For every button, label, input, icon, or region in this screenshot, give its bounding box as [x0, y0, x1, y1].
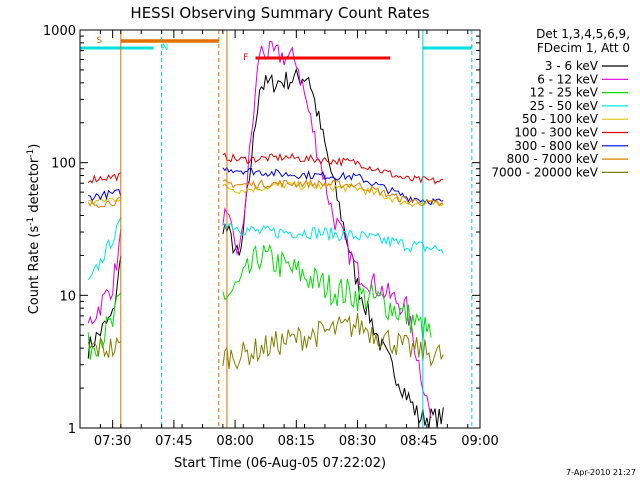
legend-entry-label: 300 - 800 keV: [514, 139, 598, 153]
legend-entry-label: 800 - 7000 keV: [507, 152, 599, 166]
legend-entry-label: 6 - 12 keV: [537, 72, 599, 86]
y-tick-label: 10: [59, 289, 76, 304]
chart-title: HESSI Observing Summary Count Rates: [130, 4, 429, 22]
x-tick-label: 08:15: [278, 434, 315, 449]
series-line: [88, 189, 122, 202]
series-line: [87, 172, 122, 184]
y-tick-label: 1000: [43, 24, 76, 39]
x-axis-label: Start Time (06-Aug-05 07:22:02): [174, 456, 386, 471]
legend-entry-label: 50 - 100 keV: [522, 112, 599, 126]
legend: Det 1,3,4,5,6,9, FDecim 1, Att 0 3 - 6 k…: [491, 27, 630, 179]
x-tick-label: 08:30: [339, 434, 376, 449]
x-axis: 07:30 07:45 08:00 08:15 08:30 08:45 09:00: [79, 30, 499, 449]
legend-header-line-2: FDecim 1, Att 0: [537, 41, 630, 55]
flag-label: F: [243, 53, 248, 63]
x-tick-label: 09:00: [461, 434, 498, 449]
legend-entry-label: 7000 - 20000 keV: [491, 165, 598, 179]
y-axis-label-sup-2: -1: [26, 149, 36, 158]
series-line: [87, 336, 122, 358]
flag-label: N: [162, 43, 169, 53]
legend-entry-label: 3 - 6 keV: [545, 59, 599, 73]
series-line: [222, 222, 444, 254]
legend-entry-label: 25 - 50 keV: [530, 99, 599, 113]
y-axis-label-part-3: ): [27, 144, 42, 149]
series-line: [222, 179, 444, 208]
series-line: [222, 166, 444, 206]
legend-header-line-1: Det 1,3,4,5,6,9,: [536, 27, 630, 41]
y-tick-label: 1: [68, 422, 76, 437]
series-line: [87, 216, 122, 281]
y-axis-label-sup-1: -1: [26, 217, 36, 226]
y-axis-label-part-2: detector: [27, 157, 42, 217]
y-axis-label: Count Rate (s-1 detector-1): [26, 144, 42, 315]
series-line: [222, 67, 444, 429]
legend-entry-label: 100 - 300 keV: [514, 126, 598, 140]
flag-label: S: [96, 36, 102, 46]
footer-date: 7-Apr-2010 21:27: [566, 468, 636, 477]
y-tick-label: 100: [51, 157, 76, 172]
series-line: [87, 196, 121, 208]
series-line: [222, 313, 444, 370]
series-line: [222, 40, 432, 419]
legend-entry-label: 12 - 25 keV: [530, 86, 599, 100]
plot-flags: S N F: [80, 30, 473, 428]
series-line: [87, 229, 122, 325]
series-line: [222, 179, 444, 207]
x-tick-label: 08:45: [400, 434, 437, 449]
x-tick-label: 07:45: [155, 434, 192, 449]
series-line: [222, 152, 444, 185]
y-axis: 1 10 100 1000: [43, 24, 480, 437]
y-axis-label-part-1: Count Rate (s: [27, 226, 42, 315]
x-tick-label: 08:00: [216, 434, 253, 449]
x-tick-label: 07:30: [94, 434, 131, 449]
plot-frame: [79, 29, 481, 429]
series-line: [222, 243, 432, 342]
series-line: [87, 292, 122, 360]
plot-series: [87, 40, 444, 429]
